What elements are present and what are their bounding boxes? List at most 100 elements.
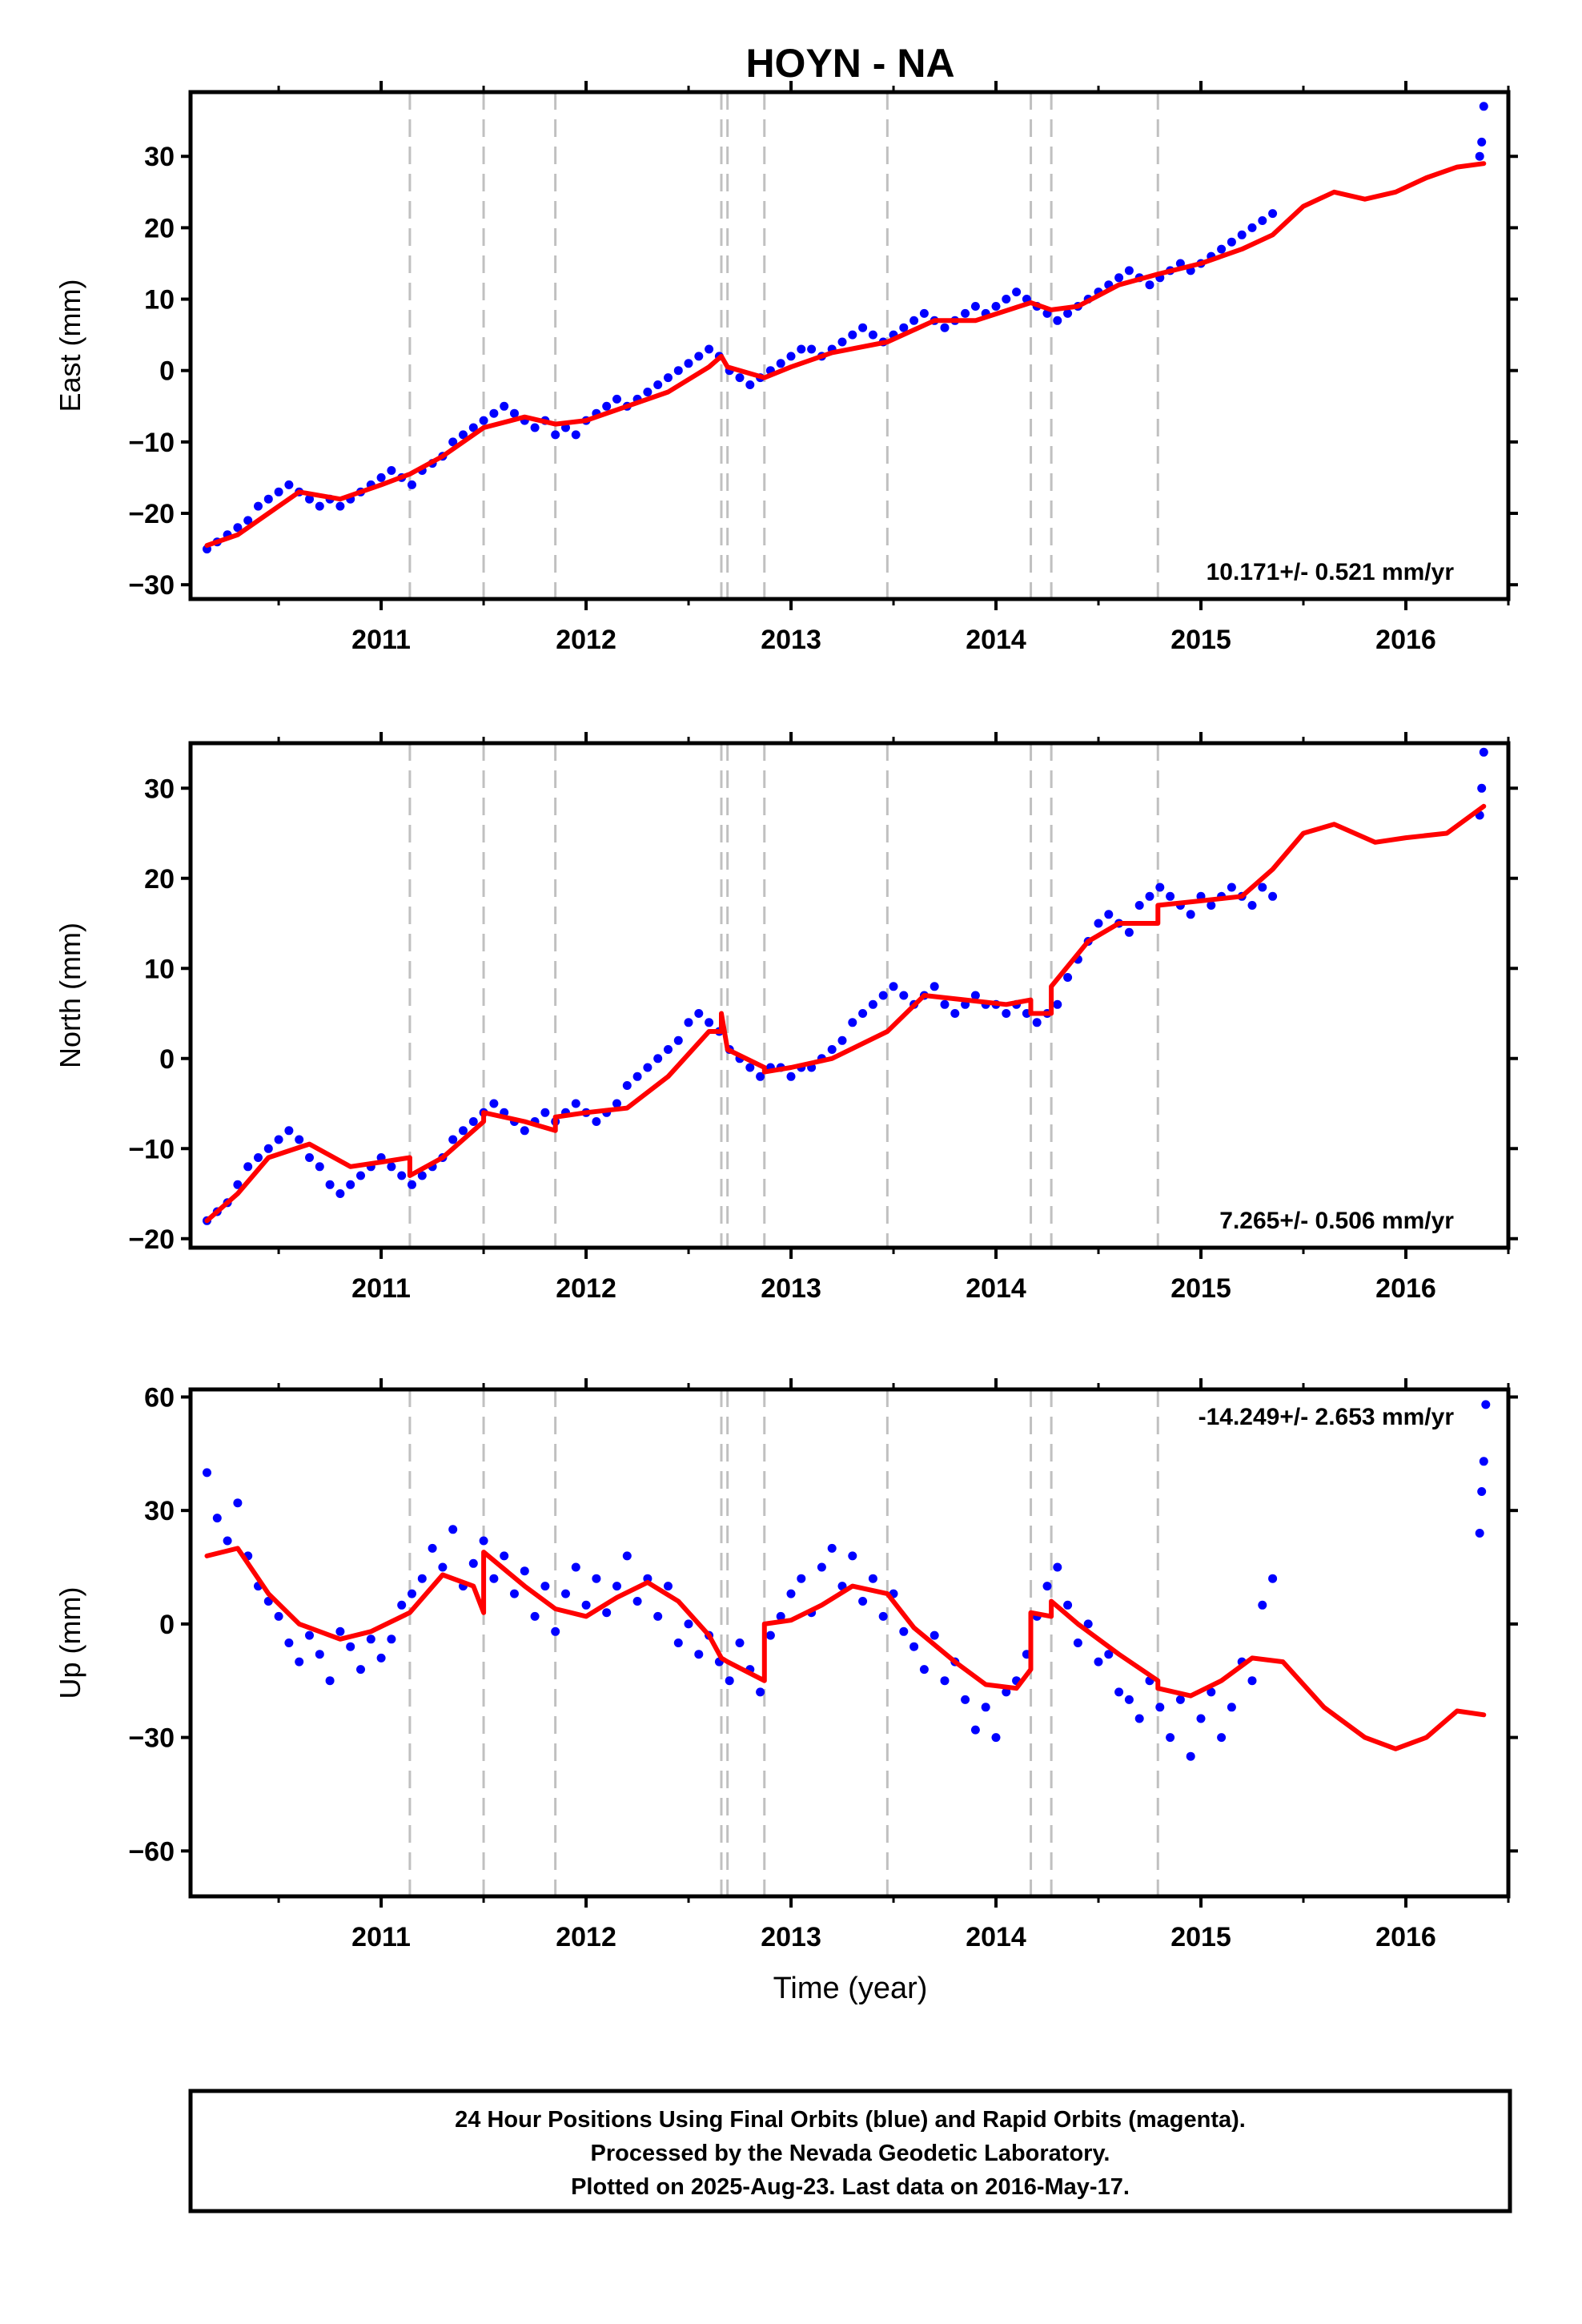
footer-line-3: Plotted on 2025-Aug-23. Last data on 201… — [571, 2174, 1130, 2200]
north-y-tick-label: 10 — [144, 954, 175, 984]
figure-title: HOYN - NA — [745, 41, 954, 86]
north-y-tick-label: −20 — [128, 1224, 175, 1255]
up-data-point — [1134, 1714, 1144, 1723]
east-data-point — [776, 359, 785, 368]
east-data-point — [305, 494, 314, 504]
up-data-point — [489, 1574, 499, 1583]
east-data-point — [284, 480, 294, 489]
up-data-point — [899, 1626, 909, 1636]
east-data-point — [408, 480, 416, 489]
north-data-point — [1124, 927, 1134, 937]
east-data-point — [694, 352, 704, 361]
east-data-point — [551, 430, 560, 440]
north-y-tick-label: 0 — [159, 1044, 175, 1075]
up-x-tick-label: 2013 — [761, 1922, 821, 1952]
north-data-point — [325, 1180, 335, 1189]
up-data-point — [233, 1498, 243, 1508]
north-x-tick-label: 2013 — [761, 1273, 821, 1304]
up-x-tick-label: 2016 — [1375, 1922, 1436, 1952]
up-data-point — [1481, 1400, 1491, 1409]
north-y-tick-label: 30 — [144, 774, 175, 804]
up-y-tick-label: −30 — [128, 1723, 175, 1754]
up-data-point — [970, 1725, 980, 1735]
north-x-tick-label: 2015 — [1170, 1273, 1231, 1304]
up-data-point — [1175, 1695, 1185, 1704]
east-y-tick-label: −10 — [128, 428, 175, 458]
north-data-point — [705, 1018, 714, 1027]
east-data-point — [848, 330, 857, 340]
up-data-point — [325, 1676, 335, 1686]
north-data-point — [408, 1180, 416, 1189]
east-data-point — [315, 501, 324, 511]
north-data-point — [274, 1135, 283, 1144]
up-data-point — [561, 1589, 570, 1598]
up-data-point — [376, 1653, 386, 1663]
up-data-point — [756, 1687, 765, 1697]
footer-line-2: Processed by the Nevada Geodetic Laborat… — [591, 2141, 1110, 2166]
north-data-point — [295, 1135, 304, 1144]
east-data-point — [1237, 230, 1247, 239]
north-data-point — [878, 991, 888, 1000]
up-data-point — [1166, 1733, 1175, 1743]
east-panel: −30 −20 −10 0 10 20 30 2011 2012 2013 2014 2015 2016… — [54, 81, 1518, 655]
north-data-point — [837, 1035, 847, 1045]
north-data-point — [284, 1126, 294, 1136]
east-data-point — [961, 308, 970, 318]
east-data-point — [489, 408, 499, 418]
up-data-point — [397, 1600, 407, 1610]
north-data-point — [356, 1171, 365, 1180]
up-data-point — [387, 1634, 396, 1644]
north-data-point — [520, 1126, 529, 1136]
east-data-point — [653, 380, 663, 389]
up-data-point — [1042, 1582, 1052, 1591]
east-data-point — [991, 302, 1001, 311]
east-data-point — [510, 408, 519, 418]
north-data-point — [459, 1126, 468, 1136]
up-data-point — [305, 1630, 314, 1640]
east-y-tick-label: −30 — [128, 570, 175, 601]
north-data-point — [1145, 891, 1154, 901]
east-data-point — [1479, 102, 1488, 111]
up-data-point — [684, 1619, 693, 1629]
east-data-point — [1012, 287, 1022, 297]
up-data-point — [868, 1574, 877, 1583]
north-data-point — [970, 991, 980, 1000]
north-data-point — [930, 982, 939, 991]
up-data-point — [1002, 1687, 1011, 1697]
up-data-point — [776, 1611, 785, 1621]
north-data-point — [417, 1171, 427, 1180]
up-data-point — [500, 1551, 509, 1561]
north-x-tick-label: 2012 — [556, 1273, 616, 1304]
north-data-point — [848, 1018, 857, 1027]
east-data-point — [919, 308, 929, 318]
north-data-point — [1268, 891, 1278, 901]
north-y-tick-label: 20 — [144, 864, 175, 895]
east-y-tick-label: 0 — [159, 356, 175, 387]
east-data-point — [387, 466, 396, 475]
up-data-point — [1186, 1751, 1195, 1761]
up-data-point — [1124, 1695, 1134, 1704]
east-data-point — [909, 316, 919, 325]
north-data-point — [950, 1009, 960, 1018]
north-data-point — [694, 1009, 704, 1018]
north-data-point — [387, 1162, 396, 1172]
up-data-point — [346, 1642, 355, 1651]
east-x-tick-label: 2016 — [1375, 625, 1436, 655]
north-data-point — [448, 1135, 458, 1144]
up-x-tick-label: 2011 — [351, 1922, 411, 1952]
up-data-point — [540, 1582, 550, 1591]
north-data-point — [489, 1099, 499, 1108]
east-data-point — [807, 344, 817, 354]
up-data-point — [817, 1562, 826, 1572]
east-data-point — [705, 344, 714, 354]
east-data-point — [868, 330, 877, 340]
up-data-point — [1083, 1619, 1093, 1629]
up-data-point — [1104, 1650, 1114, 1659]
up-data-point — [212, 1514, 222, 1523]
east-data-point — [448, 437, 458, 447]
north-data-point — [858, 1009, 868, 1018]
up-data-point — [991, 1733, 1001, 1743]
east-x-tick-label: 2011 — [351, 625, 411, 655]
east-data-point — [1124, 266, 1134, 275]
east-y-tick-label: 20 — [144, 213, 175, 243]
